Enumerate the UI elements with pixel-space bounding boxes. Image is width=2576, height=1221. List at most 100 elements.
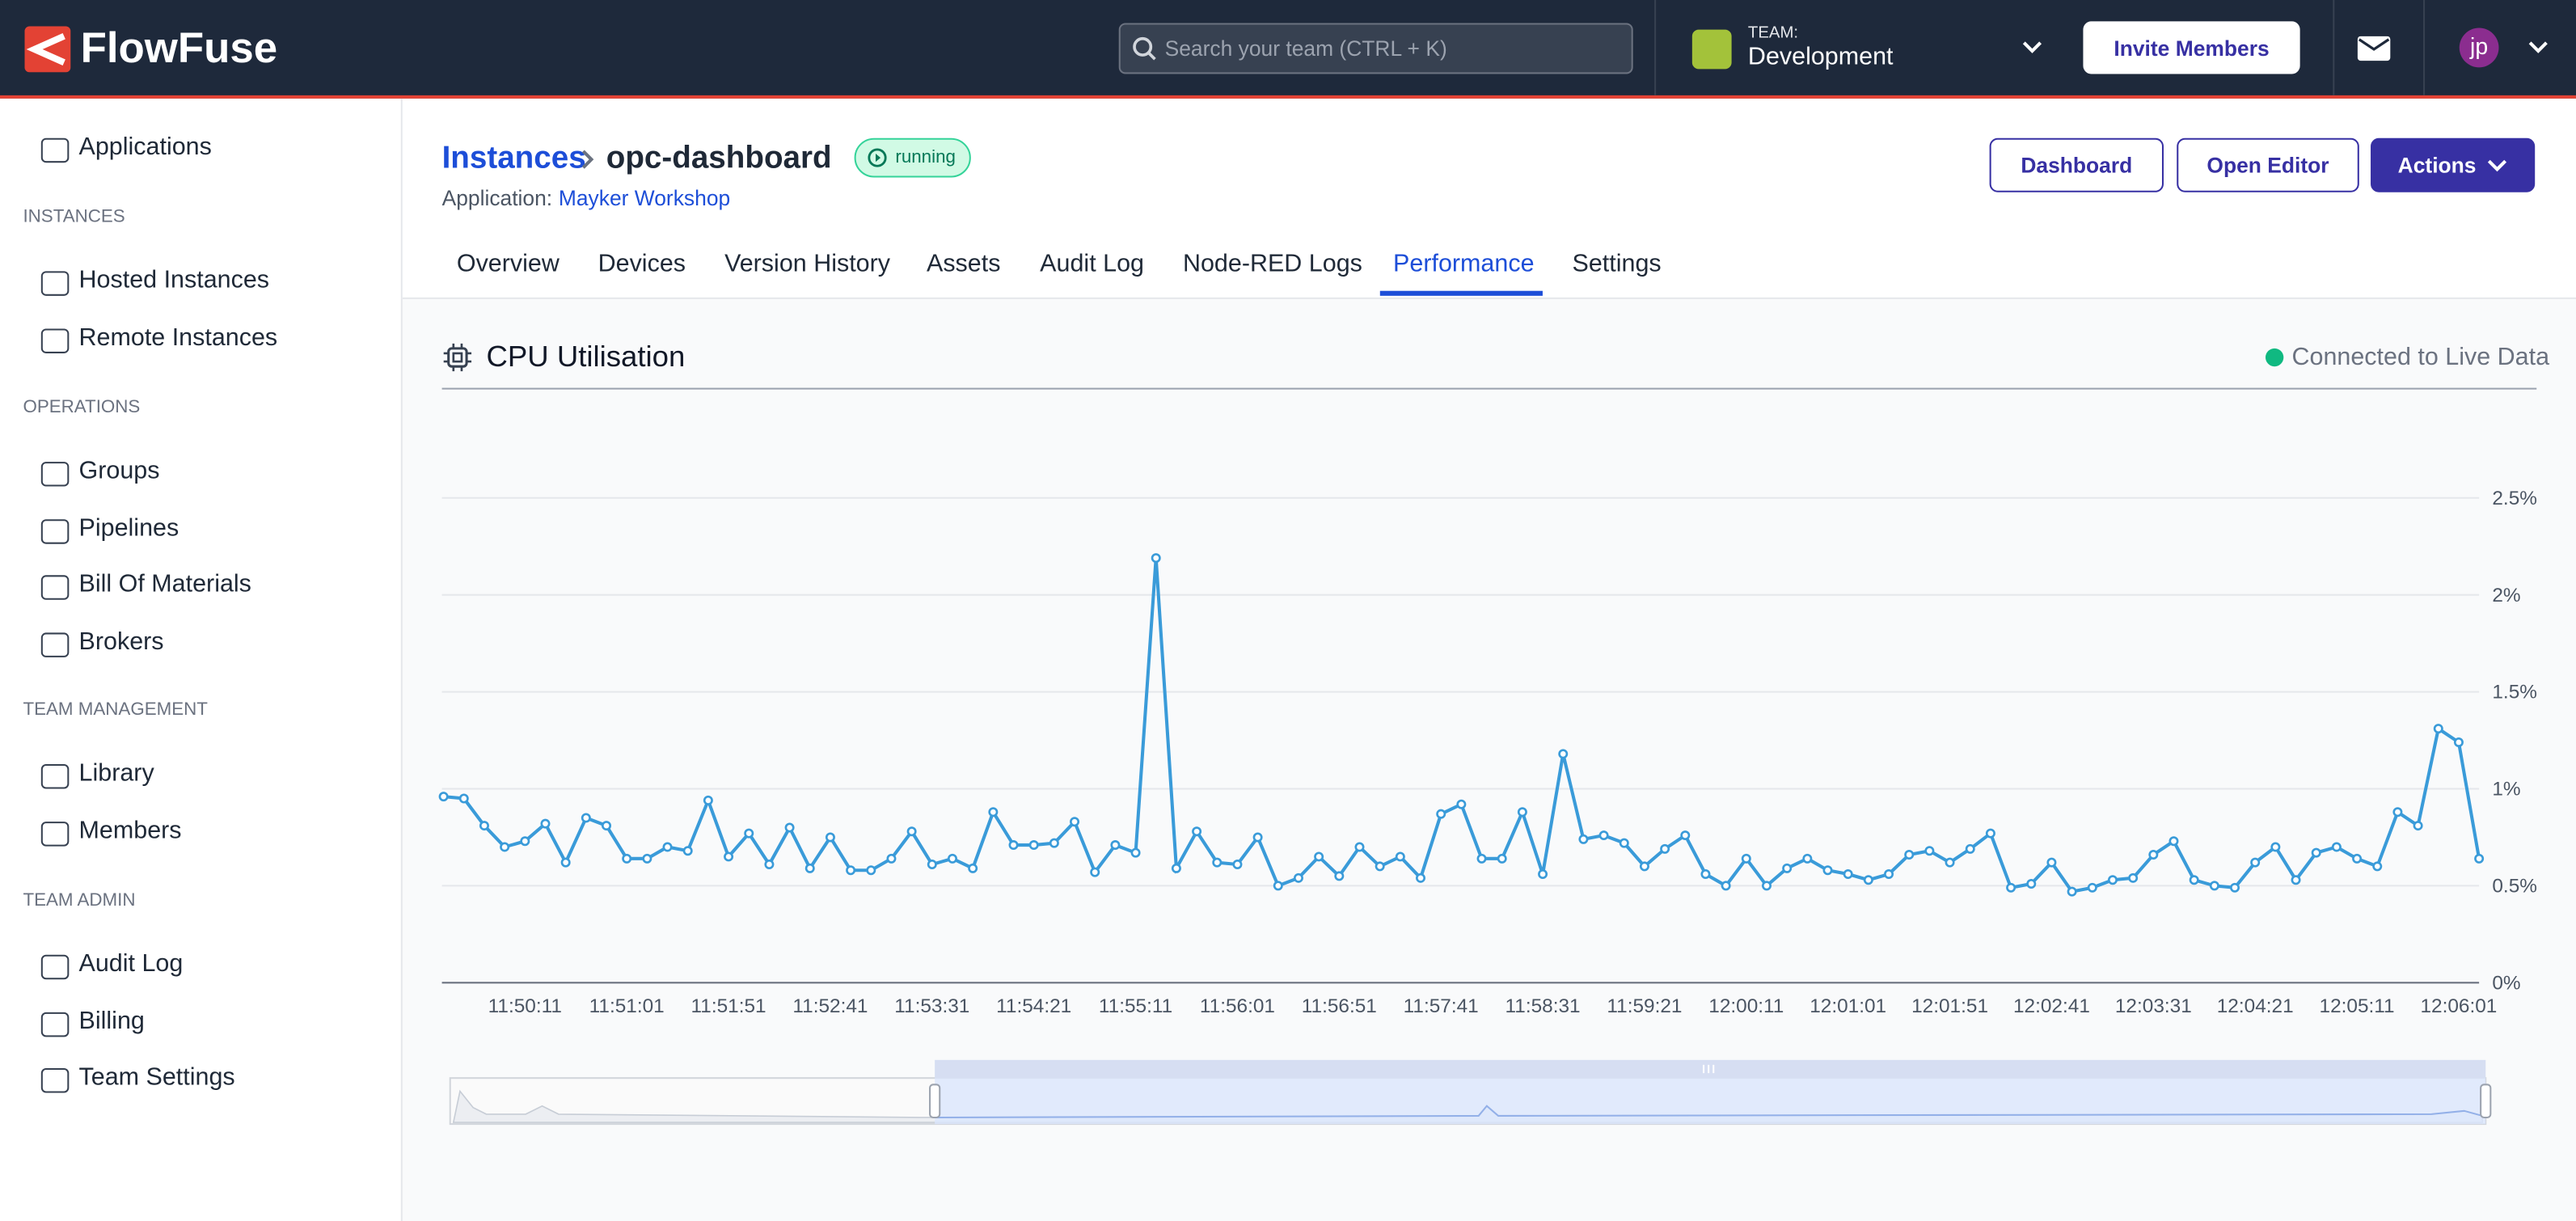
data-point bbox=[990, 809, 997, 816]
data-point bbox=[2333, 843, 2340, 851]
tab[interactable]: Audit Log bbox=[1040, 250, 1144, 278]
nav-item[interactable]: Library bbox=[79, 759, 154, 788]
data-point bbox=[2109, 877, 2116, 884]
tab[interactable]: Version History bbox=[724, 250, 890, 278]
data-point bbox=[1294, 874, 1302, 881]
data-point bbox=[1478, 855, 1485, 862]
data-point bbox=[1254, 834, 1261, 841]
data-point bbox=[745, 830, 753, 837]
y-tick-label: 1.5% bbox=[2492, 682, 2537, 703]
data-point bbox=[1152, 554, 1159, 561]
nav-icon bbox=[41, 821, 70, 845]
data-point bbox=[522, 838, 529, 845]
data-point bbox=[1702, 870, 1709, 877]
data-point bbox=[1580, 835, 1587, 843]
nav-icon bbox=[41, 632, 70, 656]
nav-item[interactable]: Groups bbox=[79, 457, 160, 485]
x-tick-label: 12:01:01 bbox=[1810, 995, 1886, 1017]
x-tick-label: 11:55:11 bbox=[1099, 995, 1172, 1017]
x-tick-label: 11:51:01 bbox=[589, 995, 665, 1017]
data-point bbox=[928, 860, 935, 868]
y-tick-label: 2.5% bbox=[2492, 488, 2537, 509]
data-point bbox=[1234, 860, 1241, 868]
data-point bbox=[1376, 863, 1383, 870]
x-tick-label: 12:04:21 bbox=[2217, 995, 2294, 1017]
data-point bbox=[2455, 738, 2462, 746]
data-point bbox=[1193, 828, 1200, 835]
data-point bbox=[2068, 888, 2076, 895]
zoom-handle[interactable] bbox=[930, 1084, 940, 1117]
data-point bbox=[500, 843, 508, 851]
x-tick-label: 11:56:51 bbox=[1302, 995, 1377, 1017]
data-point bbox=[806, 864, 813, 872]
data-point bbox=[826, 834, 834, 841]
data-point bbox=[1214, 859, 1221, 866]
data-point bbox=[1315, 853, 1322, 860]
data-point bbox=[847, 867, 854, 874]
data-point bbox=[2374, 863, 2381, 870]
tab[interactable]: Overview bbox=[457, 250, 560, 278]
nav-item[interactable]: Remote Instances bbox=[79, 323, 278, 351]
tab-underline bbox=[1380, 291, 1543, 296]
data-point bbox=[2150, 851, 2157, 858]
data-point bbox=[480, 822, 488, 829]
data-point bbox=[2435, 725, 2442, 732]
data-point bbox=[1518, 809, 1526, 816]
x-tick-label: 11:54:21 bbox=[996, 995, 1071, 1017]
x-tick-label: 11:52:41 bbox=[792, 995, 868, 1017]
nav-item[interactable]: Brokers bbox=[79, 627, 164, 655]
data-point bbox=[1620, 839, 1628, 847]
data-point bbox=[1966, 845, 1974, 852]
data-point bbox=[2231, 884, 2238, 891]
nav-item[interactable]: Members bbox=[79, 816, 182, 844]
data-point bbox=[1396, 853, 1404, 860]
tab[interactable]: Node-RED Logs bbox=[1183, 250, 1362, 278]
x-tick-label: 11:53:31 bbox=[894, 995, 969, 1017]
zoom-handle[interactable] bbox=[2481, 1084, 2490, 1117]
nav-item[interactable]: Billing bbox=[79, 1007, 145, 1035]
x-tick-label: 11:50:11 bbox=[488, 995, 562, 1017]
y-tick-label: 2% bbox=[2492, 585, 2520, 606]
tab[interactable]: Performance bbox=[1393, 250, 1534, 278]
x-tick-label: 11:51:51 bbox=[691, 995, 766, 1017]
data-point bbox=[1600, 831, 1607, 839]
nav-item[interactable]: Pipelines bbox=[79, 513, 179, 542]
data-point bbox=[1864, 877, 1872, 884]
x-tick-label: 11:56:01 bbox=[1200, 995, 1275, 1017]
data-point bbox=[2475, 855, 2482, 862]
data-point bbox=[1844, 870, 1852, 877]
tab[interactable]: Assets bbox=[927, 250, 1000, 278]
nav-item[interactable]: Hosted Instances bbox=[79, 266, 270, 294]
data-point bbox=[1926, 847, 1933, 855]
data-point bbox=[2394, 809, 2401, 816]
data-point bbox=[1560, 750, 1567, 758]
nav-item[interactable]: Bill Of Materials bbox=[79, 570, 251, 598]
nav-icon bbox=[41, 138, 70, 163]
nav-icon bbox=[41, 764, 70, 788]
data-point bbox=[1682, 831, 1689, 839]
data-point bbox=[2312, 849, 2320, 856]
x-tick-label: 12:02:41 bbox=[2013, 995, 2090, 1017]
data-point bbox=[460, 795, 467, 802]
nav-item[interactable]: Team Settings bbox=[79, 1063, 235, 1092]
zoom-bar[interactable] bbox=[935, 1060, 2485, 1078]
data-point bbox=[1783, 864, 1790, 872]
data-point bbox=[2353, 855, 2360, 862]
tab[interactable]: Settings bbox=[1573, 250, 1662, 278]
y-tick-label: 0% bbox=[2492, 972, 2520, 994]
data-point bbox=[1071, 818, 1078, 826]
data-point bbox=[2007, 884, 2014, 891]
nav-item[interactable]: Applications bbox=[79, 133, 212, 162]
data-point bbox=[542, 820, 549, 827]
tab[interactable]: Devices bbox=[598, 250, 686, 278]
nav-item[interactable]: Audit Log bbox=[79, 950, 184, 978]
data-point bbox=[2028, 880, 2035, 887]
x-tick-label: 12:06:01 bbox=[2421, 995, 2498, 1017]
data-point bbox=[888, 855, 895, 862]
data-point bbox=[1274, 882, 1282, 889]
nav-icon bbox=[41, 1012, 70, 1036]
data-point bbox=[948, 855, 956, 862]
nav-section-title: INSTANCES bbox=[23, 207, 125, 226]
